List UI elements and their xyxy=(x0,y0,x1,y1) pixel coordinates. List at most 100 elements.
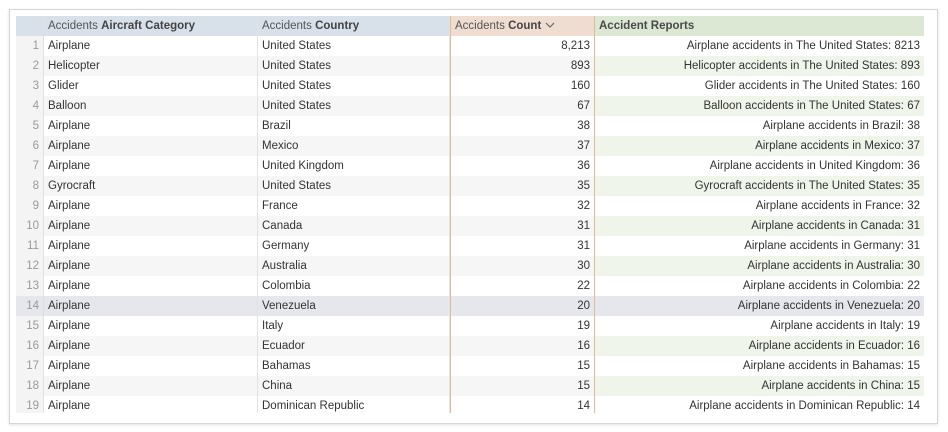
category-cell: Gyrocraft xyxy=(44,176,258,196)
report-cell: Balloon accidents in The United States: … xyxy=(595,96,924,116)
row-number: 1 xyxy=(16,36,44,56)
header-row: Accidents Aircraft Category Accidents Co… xyxy=(16,16,924,36)
category-cell: Airplane xyxy=(44,156,258,176)
country-cell: United States xyxy=(258,56,450,76)
table-row[interactable]: 4 Balloon United States 67 Balloon accidents… xyxy=(16,96,924,116)
count-cell: 20 xyxy=(450,296,595,316)
column-header[interactable]: Accidents Count xyxy=(450,16,595,36)
table-row[interactable]: 15 Airplane Italy 19 Airplane accidents in I… xyxy=(16,316,924,336)
category-cell: Airplane xyxy=(44,36,258,56)
table-row[interactable]: 3 Glider United States 160 Glider accidents … xyxy=(16,76,924,96)
table-row[interactable]: 9 Airplane France 32 Airplane accidents in F… xyxy=(16,196,924,216)
count-cell: 893 xyxy=(450,56,595,76)
row-number: 5 xyxy=(16,116,44,136)
country-cell: Canada xyxy=(258,216,450,236)
sort-arrow xyxy=(545,23,555,29)
country-cell: Germany xyxy=(258,236,450,256)
table-row[interactable]: 1 Airplane United States 8,213 Airplane acci… xyxy=(16,36,924,56)
table-row[interactable]: 2 Helicopter United States 893 Helicopter ac… xyxy=(16,56,924,76)
table-body: 1 Airplane United States 8,213 Airplane acci… xyxy=(16,36,924,413)
table-row[interactable]: 5 Airplane Brazil 38 Airplane accidents in B… xyxy=(16,116,924,136)
table-row[interactable]: 14 Airplane Venezuela 20 Airplane accidents … xyxy=(16,296,924,316)
category-cell: Airplane xyxy=(44,116,258,136)
category-cell: Helicopter xyxy=(44,56,258,76)
table-row[interactable]: 10 Airplane Canada 31 Airplane accidents in … xyxy=(16,216,924,236)
count-cell: 31 xyxy=(450,216,595,236)
report-cell: Airplane accidents in United Kingdom: 36 xyxy=(709,160,920,172)
count-cell: 19 xyxy=(450,316,595,336)
header-name: Accident Reports xyxy=(599,20,695,32)
count-cell: 37 xyxy=(450,136,595,156)
row-number: 11 xyxy=(16,236,44,256)
report-cell: Airplane accidents in Bahamas: 15 xyxy=(742,360,920,372)
table-row[interactable]: 16 Airplane Ecuador 16 Airplane accidents in… xyxy=(16,336,924,356)
country-cell: Italy xyxy=(258,316,450,336)
header-name: Aircraft Category xyxy=(101,20,196,32)
row-number: 6 xyxy=(16,136,44,156)
category-cell: Airplane xyxy=(44,316,258,336)
country-cell: Bahamas xyxy=(258,356,450,376)
count-cell: 14 xyxy=(450,396,595,413)
country-cell: Colombia xyxy=(258,276,450,296)
report-cell: Helicopter accidents in The United State… xyxy=(595,56,924,76)
data-table: Accidents Aircraft Category Accidents Co… xyxy=(16,16,924,413)
row-number: 13 xyxy=(16,276,44,296)
country-cell: United States xyxy=(258,76,450,96)
report-cell: Airplane accidents in Australia: 30 xyxy=(595,256,924,276)
country-cell: Venezuela xyxy=(258,296,450,316)
column-header[interactable]: Accidents Aircraft Category xyxy=(44,16,258,36)
category-cell: Airplane xyxy=(44,296,258,316)
country-cell: United States xyxy=(258,36,450,56)
header-prefix: Accidents xyxy=(262,20,312,32)
report-cell: Airplane accidents in Germany: 31 xyxy=(744,240,920,252)
row-number: 9 xyxy=(16,196,44,216)
country-cell: France xyxy=(258,196,450,216)
row-number: 3 xyxy=(16,76,44,96)
row-number: 14 xyxy=(16,296,44,316)
table-row[interactable]: 7 Airplane United Kingdom 36 Airplane accide… xyxy=(16,156,924,176)
count-cell: 15 xyxy=(450,376,595,396)
row-number: 19 xyxy=(16,396,44,413)
report-cell: Airplane accidents in Ecuador: 16 xyxy=(595,336,924,356)
table-row[interactable]: 11 Airplane Germany 31 Airplane accidents in… xyxy=(16,236,924,256)
country-cell: United States xyxy=(258,96,450,116)
count-cell: 8,213 xyxy=(450,36,595,56)
category-cell: Airplane xyxy=(44,136,258,156)
count-cell: 15 xyxy=(450,356,595,376)
row-number: 2 xyxy=(16,56,44,76)
category-cell: Airplane xyxy=(44,216,258,236)
country-cell: Mexico xyxy=(258,136,450,156)
category-cell: Airplane xyxy=(44,276,258,296)
header-prefix: Accidents xyxy=(48,20,98,32)
category-cell: Airplane xyxy=(44,256,258,276)
table-row[interactable]: 12 Airplane Australia 30 Airplane accidents … xyxy=(16,256,924,276)
column-header[interactable]: Accident Reports xyxy=(595,16,924,36)
report-cell: Airplane accidents in Venezuela: 20 xyxy=(595,296,924,316)
count-cell: 38 xyxy=(450,116,595,136)
country-cell: Ecuador xyxy=(258,336,450,356)
category-cell: Balloon xyxy=(44,96,258,116)
table-row[interactable]: 19 Airplane Dominican Republic 14 Airplane a… xyxy=(16,396,924,413)
row-number: 12 xyxy=(16,256,44,276)
row-number: 7 xyxy=(16,156,44,176)
country-cell: United Kingdom xyxy=(258,156,450,176)
column-header[interactable]: Accidents Country xyxy=(258,16,450,36)
header-name: Count xyxy=(508,20,542,32)
table-row[interactable]: 6 Airplane Mexico 37 Airplane accidents in M… xyxy=(16,136,924,156)
count-cell: 36 xyxy=(450,156,595,176)
report-cell: Airplane accidents in Canada: 31 xyxy=(595,216,924,236)
country-cell: Dominican Republic xyxy=(258,396,450,413)
row-number: 18 xyxy=(16,376,44,396)
table-row[interactable]: 17 Airplane Bahamas 15 Airplane accidents in… xyxy=(16,356,924,376)
report-cell: Airplane accidents in Mexico: 37 xyxy=(595,136,924,156)
row-number: 15 xyxy=(16,316,44,336)
count-cell: 160 xyxy=(450,76,595,96)
category-cell: Airplane xyxy=(44,356,258,376)
table-row[interactable]: 8 Gyrocraft United States 35 Gyrocraft accid… xyxy=(16,176,924,196)
country-cell: Brazil xyxy=(258,116,450,136)
table-row[interactable]: 18 Airplane China 15 Airplane accidents in C… xyxy=(16,376,924,396)
count-cell: 35 xyxy=(450,176,595,196)
table-row[interactable]: 13 Airplane Colombia 22 Airplane accidents i… xyxy=(16,276,924,296)
report-cell: Airplane accidents in The United States:… xyxy=(686,40,920,52)
report-cell: Airplane accidents in Colombia: 22 xyxy=(742,280,920,292)
